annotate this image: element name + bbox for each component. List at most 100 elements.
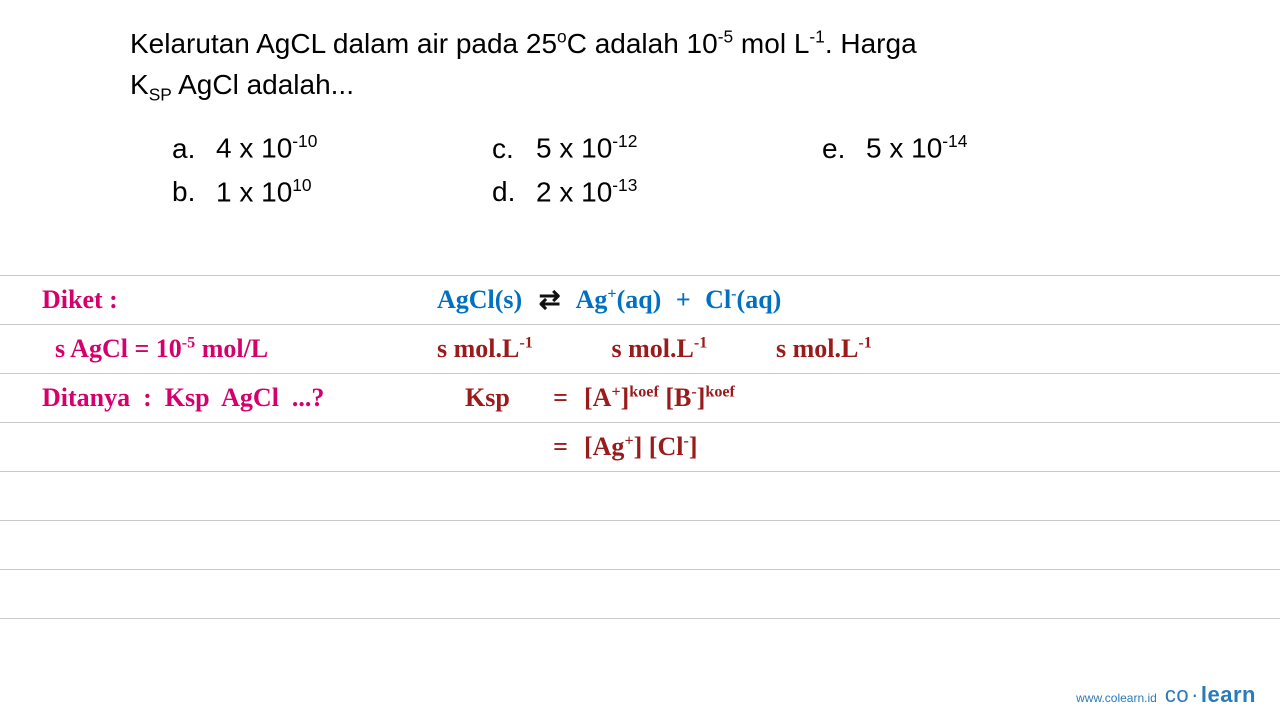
options-row: a. 4 x 10-10 b. 1 x 1010 c. 5 x 10-12 d.… [172,131,1150,208]
conc-1-v: s mol.L [437,334,519,363]
ksp-a-sup: + [611,383,620,400]
conc-1-exp: -1 [519,334,532,351]
option-a: a. 4 x 10-10 [172,131,492,164]
eqn-rhs1: Ag+(aq) [576,285,662,314]
q-line1-pre: Kelarutan AgCL dalam air pada 25 [130,28,557,59]
option-exp: -14 [942,131,967,151]
ksp-a-open: [A [584,383,611,412]
ksp2-cl: ] [Cl [634,432,684,461]
eqn-plus: + [676,285,691,314]
option-value: 1 x 1010 [216,175,312,208]
ditanya-label: Ditanya : Ksp AgCl ...? [42,383,437,413]
ksp-koef2: koef [705,383,735,400]
q-exp1: -5 [718,27,733,47]
q-line2-post: AgCl adalah... [172,69,354,100]
option-letter: b. [172,176,216,208]
ksp2-ag: [Ag [584,432,624,461]
footer-url: www.colearn.id [1076,691,1157,705]
footer: www.colearn.id co·learn [1076,682,1256,708]
s-post: mol/L [195,334,268,363]
eqn-rhs1-sym: Ag [576,285,608,314]
conc-3-v: s mol.L [776,334,858,363]
ksp-koef1: koef [629,383,659,400]
option-exp: -13 [612,175,637,195]
equation-dissociation: AgCl(s) ⇄ Ag+(aq) + Cl-(aq) [437,285,781,315]
eqn-rhs2-post: (aq) [737,285,782,314]
ws-row-5 [0,472,1280,520]
ksp-a-close: ] [621,383,630,412]
ksp-formula: Ksp = [A+]koef [B-]koef [437,383,735,413]
ws-row-7 [0,570,1280,618]
option-d: d. 2 x 10-13 [492,175,822,208]
diket-label: Diket : [42,285,437,315]
option-coef: 2 x 10 [536,176,612,207]
ws-row-6 [0,521,1280,569]
logo-learn: learn [1201,682,1256,707]
eqn-rhs1-sup: + [607,285,616,302]
option-value: 5 x 10-12 [536,131,637,164]
option-e: e. 5 x 10-14 [822,131,1102,164]
q-ksp-sub: SP [149,84,172,104]
ws-row-1: Diket : AgCl(s) ⇄ Ag+(aq) + Cl-(aq) [0,276,1280,324]
ksp2-rhs: [Ag+] [Cl-] [584,432,698,462]
options-col-2: c. 5 x 10-12 d. 2 x 10-13 [492,131,822,208]
q-exp2: -1 [809,27,824,47]
option-value: 5 x 10-14 [866,131,967,164]
options-col-3: e. 5 x 10-14 [822,131,1102,208]
conc-3-exp: -1 [858,334,871,351]
q-line1-mid: C adalah 10 [567,28,718,59]
ws-row-4: = [Ag+] [Cl-] [0,423,1280,471]
q-line1-post: . Harga [825,28,917,59]
logo-dot: · [1191,682,1199,707]
option-letter: d. [492,176,536,208]
conc-3: s mol.L-1 [776,334,872,364]
logo-co: co [1165,682,1189,707]
worksheet: Diket : AgCl(s) ⇄ Ag+(aq) + Cl-(aq) s Ag… [0,275,1280,619]
q-line1-mid2: mol L [733,28,809,59]
ksp2-sup1: + [624,432,633,449]
ksp-rhs: [A+]koef [B-]koef [584,383,735,413]
brand-logo: co·learn [1165,682,1256,708]
ws-row-2: s AgCl = 10-5 mol/L s mol.L-1 s mol.L-1 … [0,325,1280,373]
q-line2-pre: K [130,69,149,100]
eqn-rhs2: Cl-(aq) [705,285,781,314]
eqn-rhs1-post: (aq) [617,285,662,314]
conc-2-exp: -1 [694,334,707,351]
option-b: b. 1 x 1010 [172,175,492,208]
ksp-b-open: [B [659,383,692,412]
conc-2: s mol.L-1 [612,334,770,364]
option-value: 4 x 10-10 [216,131,317,164]
option-coef: 1 x 10 [216,176,292,207]
ksp2-eq: = [544,432,578,462]
ksp-label: Ksp [465,383,537,413]
option-c: c. 5 x 10-12 [492,131,822,164]
option-exp: -10 [292,131,317,151]
s-exp: -5 [182,334,195,351]
question-block: Kelarutan AgCL dalam air pada 25oC adala… [0,0,1280,218]
q-degree: o [557,27,567,47]
option-coef: 5 x 10 [536,133,612,164]
s-pre: s AgCl = 10 [42,334,182,363]
option-exp: -12 [612,131,637,151]
question-text: Kelarutan AgCL dalam air pada 25oC adala… [130,24,1150,107]
option-value: 2 x 10-13 [536,175,637,208]
option-coef: 4 x 10 [216,133,292,164]
s-agcl: s AgCl = 10-5 mol/L [42,334,437,364]
eqn-arrow: ⇄ [539,285,561,314]
concentration-row: s mol.L-1 s mol.L-1 s mol.L-1 [437,334,872,364]
option-letter: c. [492,133,536,165]
option-letter: e. [822,133,866,165]
ksp-expand: = [Ag+] [Cl-] [437,432,698,462]
rule-line [0,618,1280,619]
conc-1: s mol.L-1 [437,334,605,364]
eqn-rhs2-sym: Cl [705,285,731,314]
ksp2-close: ] [689,432,698,461]
option-coef: 5 x 10 [866,133,942,164]
ws-row-3: Ditanya : Ksp AgCl ...? Ksp = [A+]koef [… [0,374,1280,422]
option-exp: 10 [292,175,311,195]
option-letter: a. [172,133,216,165]
eqn-lhs: AgCl(s) [437,285,522,314]
conc-2-v: s mol.L [612,334,694,363]
ksp-eq: = [544,383,578,413]
options-col-1: a. 4 x 10-10 b. 1 x 1010 [172,131,492,208]
